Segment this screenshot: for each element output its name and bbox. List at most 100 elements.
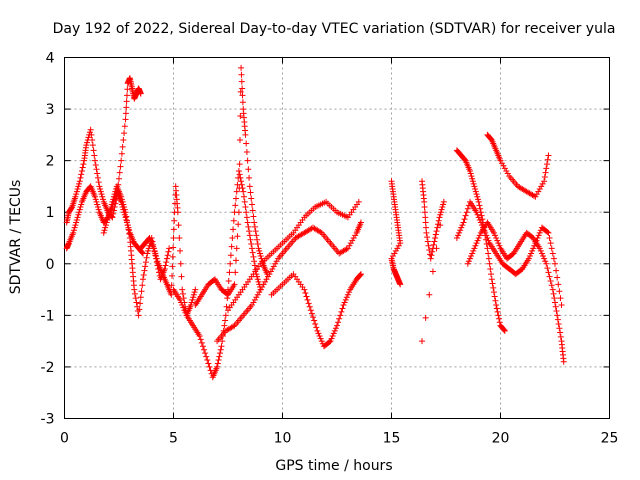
data-point bbox=[90, 147, 97, 154]
data-point bbox=[238, 178, 245, 185]
data-point bbox=[483, 232, 490, 239]
data-point bbox=[232, 269, 239, 276]
data-point bbox=[264, 273, 271, 280]
data-point bbox=[342, 296, 349, 303]
data-point bbox=[137, 294, 144, 301]
data-point bbox=[541, 255, 548, 262]
data-point bbox=[239, 85, 246, 92]
data-point bbox=[538, 183, 545, 190]
data-point bbox=[267, 268, 274, 275]
data-point bbox=[391, 250, 398, 257]
data-point bbox=[243, 209, 250, 216]
data-point bbox=[357, 271, 364, 278]
data-point bbox=[235, 209, 242, 216]
data-point bbox=[529, 247, 536, 254]
data-point bbox=[495, 240, 502, 247]
data-point bbox=[233, 245, 240, 252]
data-point bbox=[166, 245, 173, 252]
data-point bbox=[238, 71, 245, 78]
series-arc-l bbox=[453, 147, 508, 334]
data-point bbox=[310, 314, 317, 321]
data-point bbox=[154, 258, 161, 265]
data-point bbox=[493, 302, 500, 309]
data-point bbox=[349, 237, 356, 244]
data-point bbox=[542, 169, 549, 176]
data-point bbox=[72, 222, 79, 229]
data-point bbox=[190, 291, 197, 298]
data-point bbox=[255, 245, 262, 252]
data-point bbox=[246, 174, 253, 181]
data-point bbox=[139, 282, 146, 289]
data-point bbox=[303, 293, 310, 300]
data-point bbox=[137, 90, 144, 97]
data-point bbox=[206, 363, 213, 370]
data-point bbox=[179, 302, 186, 309]
series-arc-o bbox=[484, 131, 552, 200]
data-point bbox=[479, 216, 486, 223]
y-tick-label: 4 bbox=[46, 51, 55, 67]
data-point bbox=[123, 92, 130, 99]
data-point bbox=[485, 250, 492, 257]
y-tick-label: 2 bbox=[46, 154, 55, 170]
data-point bbox=[251, 296, 258, 303]
data-point bbox=[254, 241, 261, 248]
data-point bbox=[318, 338, 325, 345]
data-point bbox=[107, 206, 114, 213]
data-point bbox=[73, 219, 80, 226]
data-point bbox=[352, 232, 359, 239]
data-point bbox=[122, 214, 129, 221]
data-point bbox=[238, 78, 245, 85]
data-point bbox=[109, 198, 116, 205]
data-point bbox=[232, 202, 239, 209]
data-point bbox=[434, 224, 441, 231]
data-point bbox=[389, 253, 396, 260]
data-point bbox=[79, 164, 86, 171]
data-point bbox=[190, 294, 197, 301]
data-point bbox=[546, 273, 553, 280]
data-point bbox=[233, 188, 240, 195]
data-point bbox=[121, 123, 128, 130]
data-point bbox=[436, 214, 443, 221]
data-point bbox=[256, 247, 263, 254]
data-point bbox=[471, 183, 478, 190]
data-point bbox=[162, 262, 169, 269]
data-point bbox=[76, 209, 83, 216]
data-point bbox=[535, 232, 542, 239]
data-point bbox=[169, 263, 176, 270]
data-point bbox=[250, 253, 257, 260]
data-point bbox=[214, 363, 221, 370]
data-point bbox=[260, 281, 267, 288]
data-point bbox=[243, 214, 250, 221]
data-point bbox=[240, 188, 247, 195]
data-point bbox=[169, 253, 176, 260]
data-point bbox=[84, 139, 91, 146]
data-point bbox=[474, 237, 481, 244]
data-point bbox=[123, 213, 130, 220]
data-point bbox=[201, 346, 208, 353]
data-point bbox=[97, 188, 104, 195]
data-point bbox=[177, 247, 184, 254]
data-point bbox=[92, 193, 99, 200]
data-point bbox=[141, 267, 148, 274]
data-point bbox=[236, 185, 243, 192]
data-point bbox=[123, 104, 130, 111]
data-point bbox=[106, 209, 113, 216]
data-point bbox=[250, 299, 257, 306]
data-point bbox=[230, 217, 237, 224]
data-point bbox=[346, 242, 353, 249]
data-point bbox=[550, 255, 557, 262]
data-point bbox=[122, 116, 129, 123]
data-point bbox=[145, 247, 152, 254]
data-point bbox=[488, 276, 495, 283]
data-point bbox=[457, 227, 464, 234]
data-point bbox=[314, 327, 321, 334]
data-point bbox=[525, 255, 532, 262]
y-tick-label: -3 bbox=[41, 412, 55, 428]
data-point bbox=[317, 335, 324, 342]
data-point bbox=[230, 323, 237, 330]
data-point bbox=[272, 260, 279, 267]
data-point bbox=[204, 357, 211, 364]
data-point bbox=[257, 253, 264, 260]
data-point bbox=[471, 245, 478, 252]
data-point bbox=[218, 343, 225, 350]
